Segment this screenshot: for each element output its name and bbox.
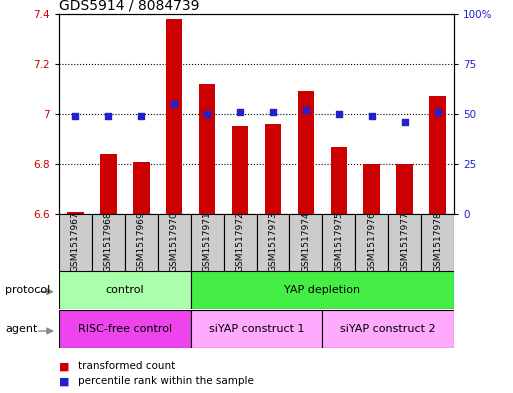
Text: YAP depletion: YAP depletion [284,285,361,295]
Bar [224,214,256,271]
Text: GSM1517970: GSM1517970 [170,211,179,272]
Point [203,111,211,117]
Point [368,113,376,119]
Bar [59,271,191,309]
Bar [125,214,158,271]
Bar [59,310,191,348]
Text: siYAP construct 1: siYAP construct 1 [209,324,304,334]
Text: GSM1517974: GSM1517974 [301,211,310,272]
Bar [59,214,92,271]
Text: GSM1517976: GSM1517976 [367,211,376,272]
Text: siYAP construct 2: siYAP construct 2 [340,324,436,334]
Point [137,113,145,119]
Bar [133,162,149,214]
Point [401,119,409,125]
Bar [355,214,388,271]
Bar [429,96,446,214]
Bar [199,84,215,214]
Bar [232,127,248,214]
Bar [330,147,347,214]
Point [433,109,442,115]
Bar [322,214,355,271]
Text: control: control [106,285,144,295]
Text: ■: ■ [59,376,69,386]
Bar [191,271,454,309]
Text: GSM1517967: GSM1517967 [71,211,80,272]
Bar [322,310,454,348]
Bar [397,164,413,214]
Text: GSM1517978: GSM1517978 [433,211,442,272]
Bar [191,214,224,271]
Bar [92,214,125,271]
Text: GSM1517972: GSM1517972 [235,211,245,272]
Bar [388,214,421,271]
Bar [166,19,183,214]
Bar [298,92,314,214]
Text: GSM1517969: GSM1517969 [137,211,146,272]
Point [71,113,80,119]
Text: GDS5914 / 8084739: GDS5914 / 8084739 [59,0,200,13]
Bar [67,212,84,214]
Text: protocol: protocol [5,285,50,295]
Bar [364,164,380,214]
Text: GSM1517971: GSM1517971 [203,211,212,272]
Point [104,113,112,119]
Point [334,111,343,117]
Text: RISC-free control: RISC-free control [78,324,172,334]
Text: transformed count: transformed count [78,361,176,371]
Text: GSM1517973: GSM1517973 [268,211,278,272]
Point [302,107,310,113]
Text: ■: ■ [59,361,69,371]
Point [236,109,244,115]
Point [269,109,277,115]
Bar [421,214,454,271]
Bar [265,124,281,214]
Bar [100,154,116,214]
Text: percentile rank within the sample: percentile rank within the sample [78,376,254,386]
Point [170,101,179,107]
Text: GSM1517977: GSM1517977 [400,211,409,272]
Bar [158,214,191,271]
Text: GSM1517975: GSM1517975 [334,211,343,272]
Text: GSM1517968: GSM1517968 [104,211,113,272]
Bar [289,214,322,271]
Text: agent: agent [5,324,37,334]
Bar [256,214,289,271]
Bar [191,310,322,348]
